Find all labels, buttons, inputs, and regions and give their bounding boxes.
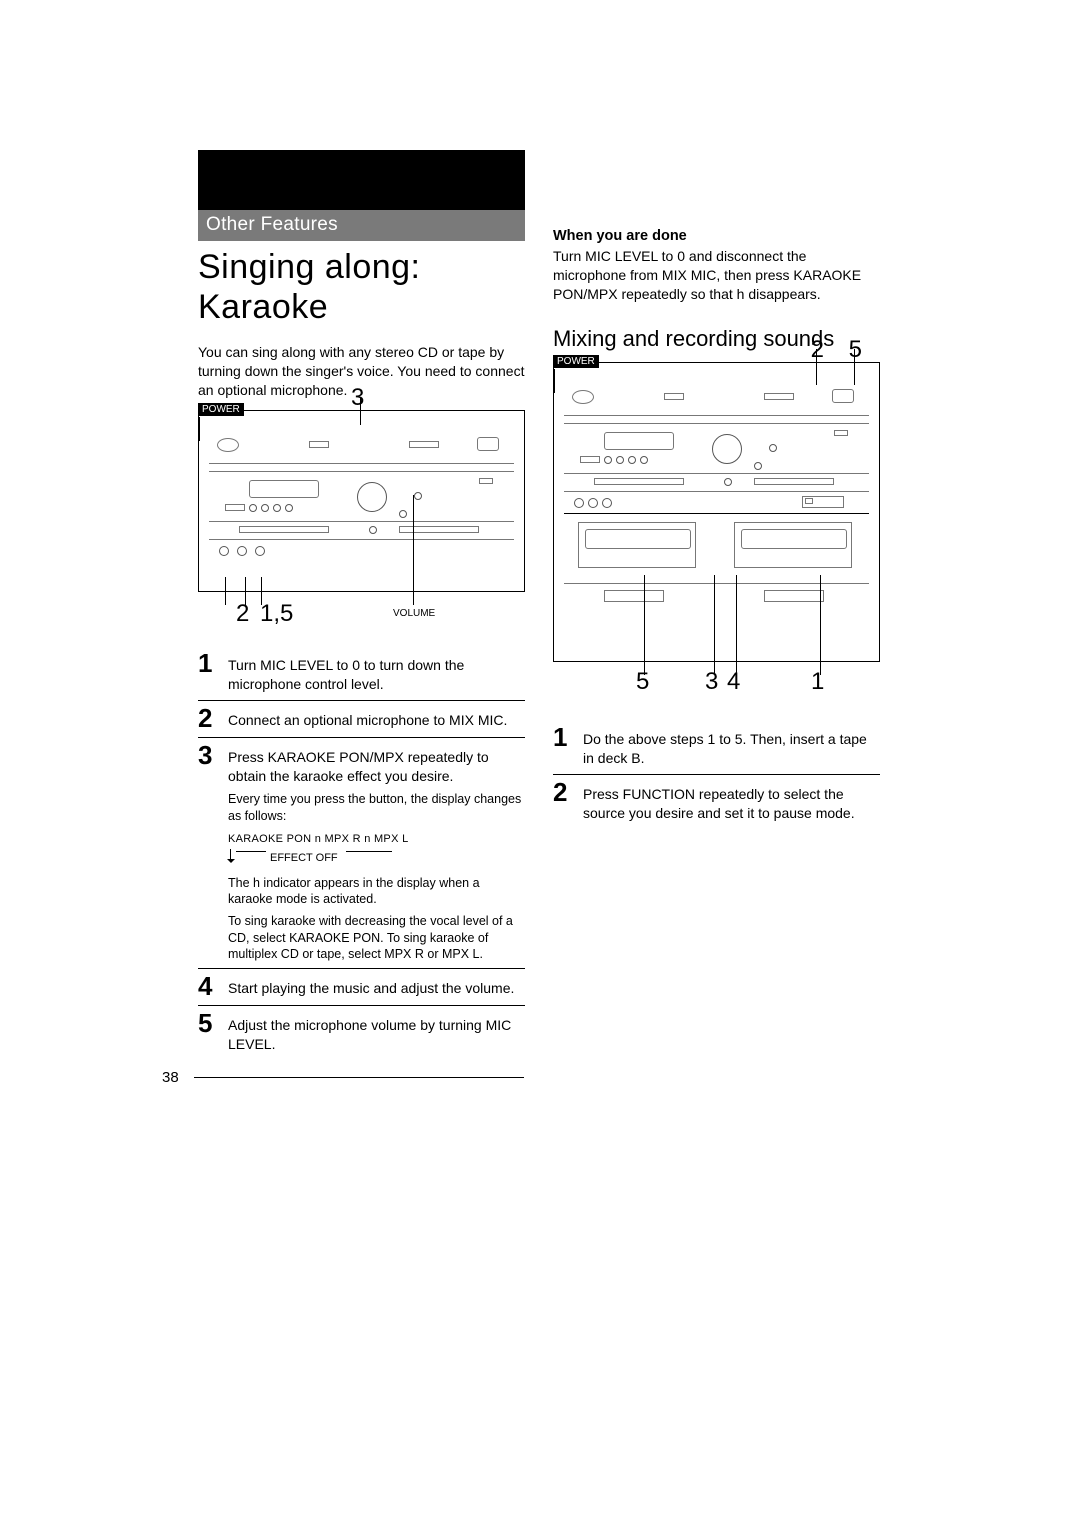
callout-b3: 3 <box>705 668 718 696</box>
volume-label: VOLUME <box>393 608 435 619</box>
right-column: When you are done Turn MIC LEVEL to 0 an… <box>553 150 880 1070</box>
step-body: Adjust the microphone volume by turning … <box>228 1010 525 1054</box>
right-steps: 1 Do the above steps 1 to 5. Then, inser… <box>553 720 880 829</box>
step-body: Start playing the music and adjust the v… <box>228 973 525 998</box>
step-body-text: Press KARAOKE PON/MPX repeatedly to obta… <box>228 749 489 784</box>
subheading: Mixing and recording sounds <box>553 326 880 352</box>
step-body: Press KARAOKE PON/MPX repeatedly to obta… <box>228 742 525 962</box>
step-body: Press FUNCTION repeatedly to select the … <box>583 779 880 823</box>
step-1: 1 Turn MIC LEVEL to 0 to turn down the m… <box>198 646 525 700</box>
effect-off-label: EFFECT OFF <box>270 851 338 866</box>
power-label: POWER <box>198 403 244 416</box>
power-label: POWER <box>553 355 599 368</box>
callout-b1: 1 <box>811 668 824 696</box>
step-number: 3 <box>198 742 220 768</box>
page-number: 38 <box>162 1069 179 1086</box>
step-3: 3 Press KARAOKE PON/MPX repeatedly to ob… <box>198 737 525 968</box>
step-number: 5 <box>198 1010 220 1036</box>
step-number: 1 <box>198 650 220 676</box>
step-number: 1 <box>553 724 575 750</box>
page-content: Other Features Singing along: Karaoke Yo… <box>198 150 880 1070</box>
callout-2: 2 <box>236 600 249 628</box>
cycle-line: KARAOKE PON n MPX R n MPX L <box>228 832 525 847</box>
step-number: 2 <box>553 779 575 805</box>
step-body: Turn MIC LEVEL to 0 to turn down the mic… <box>228 650 525 694</box>
device-illustration-2: POWER <box>553 362 880 662</box>
done-heading: When you are done <box>553 228 880 244</box>
section-heading: Other Features <box>198 210 525 241</box>
left-column: Other Features Singing along: Karaoke Yo… <box>198 150 525 1070</box>
right-figure: POWER <box>553 362 880 662</box>
callout-b4: 4 <box>727 668 740 696</box>
step-2: 2 Connect an optional microphone to MIX … <box>198 700 525 737</box>
step-sub-3: To sing karaoke with decreasing the voca… <box>228 913 525 962</box>
step-number: 4 <box>198 973 220 999</box>
step-5: 5 Adjust the microphone volume by turnin… <box>198 1005 525 1060</box>
callout-1-5: 1,5 <box>260 600 293 628</box>
cycle-arrows: EFFECT OFF <box>228 849 525 869</box>
step-body: Connect an optional microphone to MIX MI… <box>228 705 525 730</box>
callout-3: 3 <box>351 384 364 412</box>
step-sub-1: Every time you press the button, the dis… <box>228 791 525 824</box>
step-number: 2 <box>198 705 220 731</box>
step-sub-2: The h indicator appears in the display w… <box>228 875 525 908</box>
callout-5-right: 5 <box>849 336 862 364</box>
callout-2-right: 2 <box>811 336 824 364</box>
page-rule <box>194 1077 524 1078</box>
step-body: Do the above steps 1 to 5. Then, insert … <box>583 724 880 768</box>
page-title: Singing along: Karaoke <box>198 247 525 327</box>
step-1-right: 1 Do the above steps 1 to 5. Then, inser… <box>553 720 880 774</box>
black-margin-block <box>198 150 525 210</box>
device-illustration: POWER <box>198 410 525 592</box>
step-2-right: 2 Press FUNCTION repeatedly to select th… <box>553 774 880 829</box>
callout-b5: 5 <box>636 668 649 696</box>
left-figure: POWER <box>198 410 525 592</box>
done-paragraph: Turn MIC LEVEL to 0 and disconnect the m… <box>553 247 880 304</box>
left-steps: 1 Turn MIC LEVEL to 0 to turn down the m… <box>198 646 525 1060</box>
step-4: 4 Start playing the music and adjust the… <box>198 968 525 1005</box>
